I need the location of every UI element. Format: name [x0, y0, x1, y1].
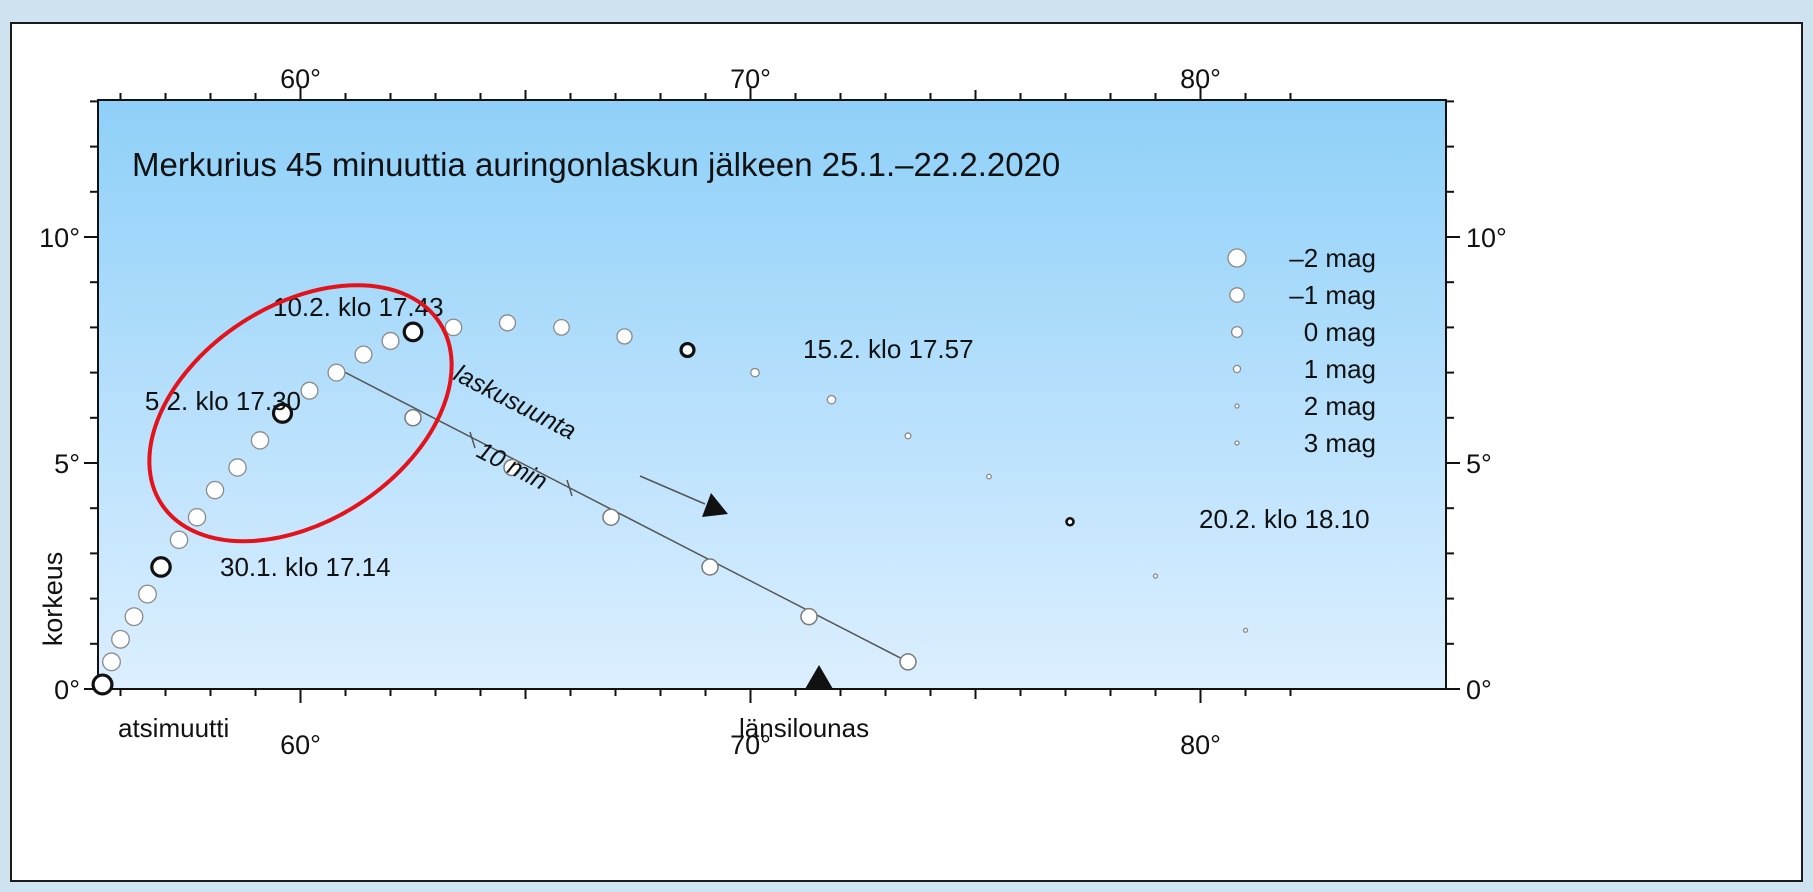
mercury-point: [250, 431, 270, 450]
track-point: [404, 409, 422, 427]
legend-label: 3 mag: [1304, 428, 1376, 458]
mercury-point-dated: [150, 556, 172, 578]
mercury-point: [169, 530, 189, 550]
legend-marker: [1234, 440, 1240, 446]
x-tick-label-bottom: 60°: [280, 730, 321, 760]
mercury-point-dated: [1065, 516, 1075, 527]
legend-marker: [1227, 248, 1247, 268]
x-tick-label-bottom: 80°: [1180, 730, 1221, 760]
interval-tick: [469, 431, 476, 449]
mercury-point: [904, 432, 912, 440]
mercury-point-dated: [271, 402, 294, 424]
direction-marker: [805, 665, 833, 689]
date-annotation: 20.2. klo 18.10: [1199, 504, 1370, 534]
mercury-point: [498, 314, 517, 332]
mercury-point: [444, 318, 463, 337]
legend-marker: [1234, 403, 1240, 409]
direction-label: länsilounas: [739, 713, 869, 743]
y-tick-label-right: 5°: [1466, 449, 1492, 479]
mercury-point: [138, 584, 157, 604]
track-point: [899, 653, 917, 671]
mercury-positions: [91, 314, 1249, 696]
mercury-point: [205, 480, 225, 500]
direction-arrowhead: [702, 493, 728, 517]
direction-arrow-shaft: [639, 475, 706, 505]
mercury-point: [826, 394, 837, 405]
highlight-ellipse: [147, 283, 454, 544]
legend-marker: [1229, 287, 1245, 303]
mercury-point: [327, 363, 346, 382]
y-axis-label: korkeus: [38, 552, 68, 647]
date-annotation: 15.2. klo 17.57: [803, 334, 974, 364]
mercury-point-dated: [91, 673, 114, 696]
mercury-point: [187, 507, 207, 527]
date-annotation: 30.1. klo 17.14: [220, 552, 391, 582]
legend-label: –2 mag: [1289, 243, 1376, 273]
mercury-point-dated: [679, 341, 696, 359]
track-point: [503, 458, 521, 477]
legend-label: 2 mag: [1304, 391, 1376, 421]
legend-label: 1 mag: [1304, 354, 1376, 384]
mercury-point: [1242, 627, 1249, 633]
mercury-point: [124, 607, 144, 627]
legend-label: –1 mag: [1289, 280, 1376, 310]
y-tick-label-left: 10°: [39, 223, 80, 253]
track-point: [602, 508, 620, 526]
plot-area: [97, 99, 1447, 690]
interval-tick: [566, 479, 573, 497]
chart-title: Merkurius 45 minuuttia auringonlaskun jä…: [132, 146, 1060, 183]
y-tick-label-left: 0°: [54, 675, 80, 705]
mercury-point: [750, 367, 760, 378]
mercury-point-dated: [402, 321, 424, 343]
y-tick-label-left: 5°: [54, 449, 80, 479]
chart-frame: 60° 60° 70° 70° 80° 80° 0° 0° 5° 5° 10° 10° atsimuut…: [10, 22, 1803, 882]
mercury-point: [553, 318, 570, 336]
x-tick-label-top: 70°: [730, 64, 771, 94]
chart-canvas: 60° 60° 70° 70° 80° 80° 0° 0° 5° 5° 10° 10° atsimuut…: [38, 64, 1507, 760]
x-tick-label-top: 80°: [1180, 64, 1221, 94]
track-point: [701, 558, 719, 576]
x-axis-label: atsimuutti: [118, 713, 229, 743]
mercury-point: [1152, 573, 1159, 579]
track-point: [800, 607, 818, 626]
mercury-point: [228, 458, 247, 477]
mercury-point: [381, 331, 400, 350]
mercury-point: [354, 345, 373, 364]
y-tick-label-right: 0°: [1466, 675, 1492, 705]
mercury-point: [616, 328, 633, 345]
x-tick-label-top: 60°: [280, 64, 321, 94]
legend-label: 0 mag: [1304, 317, 1376, 347]
legend-marker: [1230, 325, 1244, 339]
mercury-point: [300, 381, 319, 400]
mercury-point: [102, 652, 121, 672]
mercury-point: [986, 473, 992, 480]
date-annotation: 10.2. klo 17.43: [273, 292, 444, 322]
legend: –2 mag –1 mag 0 mag 1 mag 2 mag 3 mag: [1227, 243, 1376, 458]
x-tick-label-bottom: 70°: [730, 730, 771, 760]
legend-marker: [1232, 364, 1242, 374]
axis-ticks: [84, 86, 1460, 703]
mercury-point: [111, 629, 130, 649]
y-tick-label-right: 10°: [1466, 223, 1507, 253]
